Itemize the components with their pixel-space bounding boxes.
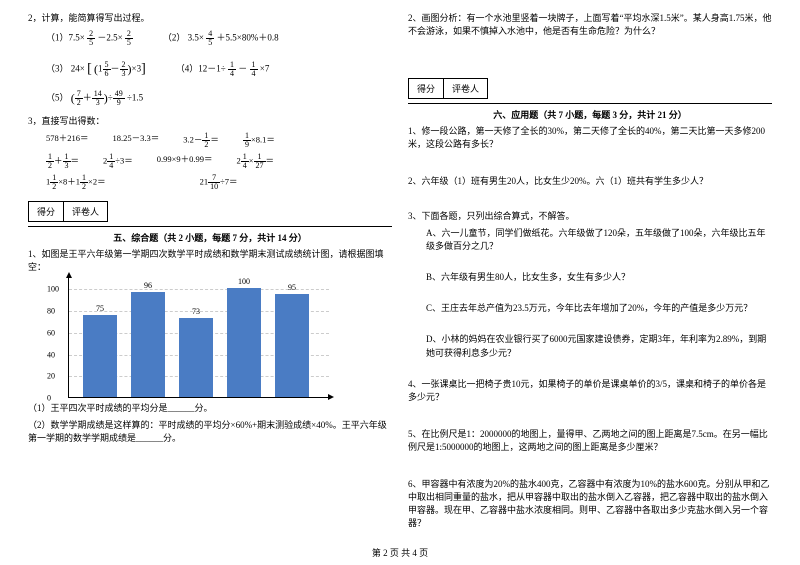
eq-row-1: （1）7.5× 25 －2.5× 25 （2） 3.5× 45 ＋5.5×80%…	[46, 30, 392, 47]
eq-row-3: （5） (72＋143)÷499 ÷1.5	[46, 90, 392, 107]
eq-5: （5） (72＋143)÷499 ÷1.5	[46, 90, 143, 107]
section-6-title: 六、应用题（共 7 小题，每题 3 分，共计 21 分）	[408, 108, 772, 121]
divider	[28, 226, 392, 227]
x-arrow-icon	[328, 394, 334, 400]
eq-3: （3） 24× [ (156－23)×3]	[46, 61, 146, 78]
q6-3d: D、小林的妈妈在农业银行买了6000元国家建设债券，定期3年，年利率为2.89%…	[408, 333, 772, 359]
q6-2: 2、六年级（1）班有男生20人，比女生少20%。六（1）班共有学生多少人？	[408, 175, 772, 188]
q6-4: 4、一张课桌比一把椅子贵10元，如果椅子的单价是课桌单价的3/5，课桌和椅子的单…	[408, 378, 772, 404]
q6-3: 3、下面各题，只列出综合算式，不解答。	[408, 210, 772, 223]
q6-3b: B、六年级有男生80人，比女生多，女生有多少人？	[408, 271, 772, 284]
section-5-title: 五、综合题（共 2 小题，每题 7 分，共计 14 分）	[28, 231, 392, 244]
bar	[227, 288, 261, 397]
bar	[275, 294, 309, 398]
q6-1: 1、修一段公路，第一天修了全长的30%，第二天修了全长的40%，第二天比第一天多…	[408, 125, 772, 151]
q3-row1: 578＋216＝ 18.25－3.3＝ 3.2－12＝ 19×8.1＝	[46, 132, 392, 149]
bar	[83, 315, 117, 397]
bar-label: 75	[96, 304, 104, 313]
y-tick: 0	[47, 394, 51, 403]
q6-3a: A、六一儿童节，同学们做纸花。六年级做了120朵，五年级做了100朵，六年级比五…	[408, 227, 772, 253]
page-footer: 第 2 页 共 4 页	[0, 546, 800, 559]
left-column: 2，计算，能简算得写出过程。 （1）7.5× 25 －2.5× 25 （2） 3…	[20, 8, 400, 545]
eq-2: （2） 3.5× 45 ＋5.5×80%＋0.8	[163, 30, 279, 47]
q2-title: 2，计算，能简算得写出过程。	[28, 12, 392, 25]
sect5-sub1: （1）王平四次平时成绩的平均分是______分。	[28, 402, 392, 415]
bar-label: 96	[144, 281, 152, 290]
bar-chart: 02040608010075967310095	[68, 278, 328, 398]
y-tick: 80	[47, 306, 55, 315]
y-tick: 100	[47, 285, 59, 294]
frac-4-5: 45	[206, 30, 214, 47]
bar	[179, 318, 213, 398]
right-column: 2、画图分析：有一个水池里竖着一块牌子，上面写着“平均水深1.5米”。某人身高1…	[400, 8, 780, 545]
y-tick: 40	[47, 350, 55, 359]
eq-1: （1）7.5× 25 －2.5× 25	[46, 30, 133, 47]
frac-2-5b: 25	[125, 30, 133, 47]
score-box-6: 得分 评卷人	[408, 78, 488, 99]
frac-2-5a: 25	[87, 30, 95, 47]
q6-3c: C、王庄去年总产值为23.5万元，今年比去年增加了20%，今年的产值是多少万元？	[408, 302, 772, 315]
y-arrow-icon	[66, 272, 72, 278]
divider-r	[408, 103, 772, 104]
y-tick: 20	[47, 372, 55, 381]
bar	[131, 292, 165, 397]
sect5-sub2: （2）数学学期成绩是这样算的：平时成绩的平均分×60%+期末测验成绩×40%。王…	[28, 419, 392, 445]
y-tick: 60	[47, 328, 55, 337]
score-box-5: 得分 评卷人	[28, 201, 108, 222]
eq-4: （4）12－1÷ 14 － 14 ×7	[176, 61, 270, 78]
r-q2: 2、画图分析：有一个水池里竖着一块牌子，上面写着“平均水深1.5米”。某人身高1…	[408, 12, 772, 38]
bar-label: 100	[238, 277, 250, 286]
q3-title: 3，直接写出得数：	[28, 115, 392, 128]
eq-row-2: （3） 24× [ (156－23)×3] （4）12－1÷ 14 － 14 ×…	[46, 61, 392, 78]
bar-label: 73	[192, 307, 200, 316]
sect5-q1: 1、如图是王平六年级第一学期四次数学平时成绩和数学期末测试成绩统计图，请根据图填…	[28, 248, 392, 274]
q6-6: 6、甲容器中有浓度为20%的盐水400克，乙容器中有浓度为10%的盐水600克。…	[408, 478, 772, 530]
q6-5: 5、在比例尺是1：2000000的地图上，量得甲、乙两地之间的图上距离是7.5c…	[408, 428, 772, 454]
bar-label: 95	[288, 283, 296, 292]
q3-row2: 12＋13＝ 214÷3＝ 0.99×9＋0.99＝ 214×127＝	[46, 153, 392, 170]
q3-row3: 112×8＋112×2＝ 21710÷7＝	[46, 174, 392, 191]
